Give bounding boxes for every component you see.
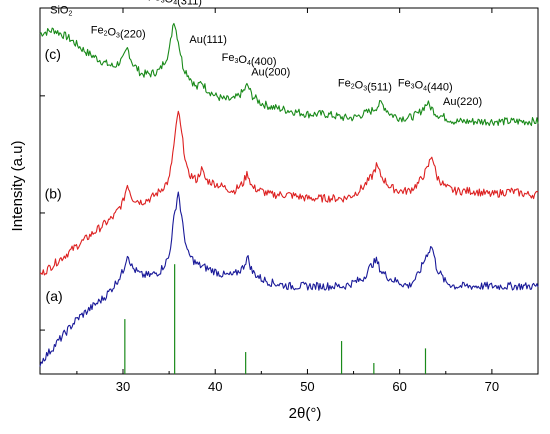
peak-label-0: SiO2 — [50, 4, 72, 17]
y-axis-title: Intensity (a.u) — [9, 141, 26, 232]
x-tick-label-70: 70 — [485, 379, 499, 394]
x-tick-label-60: 60 — [392, 379, 406, 394]
peak-label-1: Fe2O3(220) — [91, 25, 146, 41]
x-tick-label-40: 40 — [208, 379, 222, 394]
series-line-2 — [39, 191, 539, 367]
series-label-0: (c) — [45, 46, 61, 62]
plot-frame — [39, 7, 539, 375]
peak-label-2: Fe3O4(311) — [148, 0, 202, 8]
series-label-1: (b) — [45, 185, 62, 201]
x-tick-label-30: 30 — [116, 379, 130, 394]
x-tick-label-50: 50 — [300, 379, 314, 394]
peak-label-5: Au(200) — [251, 67, 290, 79]
plot-border — [39, 7, 539, 375]
series-line-1 — [39, 110, 539, 276]
peak-label-6: Fe2O3(511) — [338, 78, 392, 94]
series-labels: (c) (b) (a) — [45, 46, 63, 304]
peak-labels: SiO2 Fe2O3(220) Fe3O4(311) Au(111) Fe3O4(400… — [50, 0, 482, 108]
series-group — [39, 22, 539, 367]
series-line-0 — [39, 22, 539, 127]
x-axis-title: 2θ(°) — [289, 405, 322, 422]
axis-ticks: 30 40 50 60 70 — [40, 8, 539, 394]
series-label-2: (a) — [46, 288, 63, 304]
peak-label-4: Fe3O4(400) — [222, 52, 277, 68]
peak-label-3: Au(111) — [189, 34, 227, 46]
peak-label-8: Au(220) — [443, 96, 482, 108]
reference-lines — [124, 264, 427, 374]
peak-label-7: Fe3O4(440) — [398, 78, 453, 94]
